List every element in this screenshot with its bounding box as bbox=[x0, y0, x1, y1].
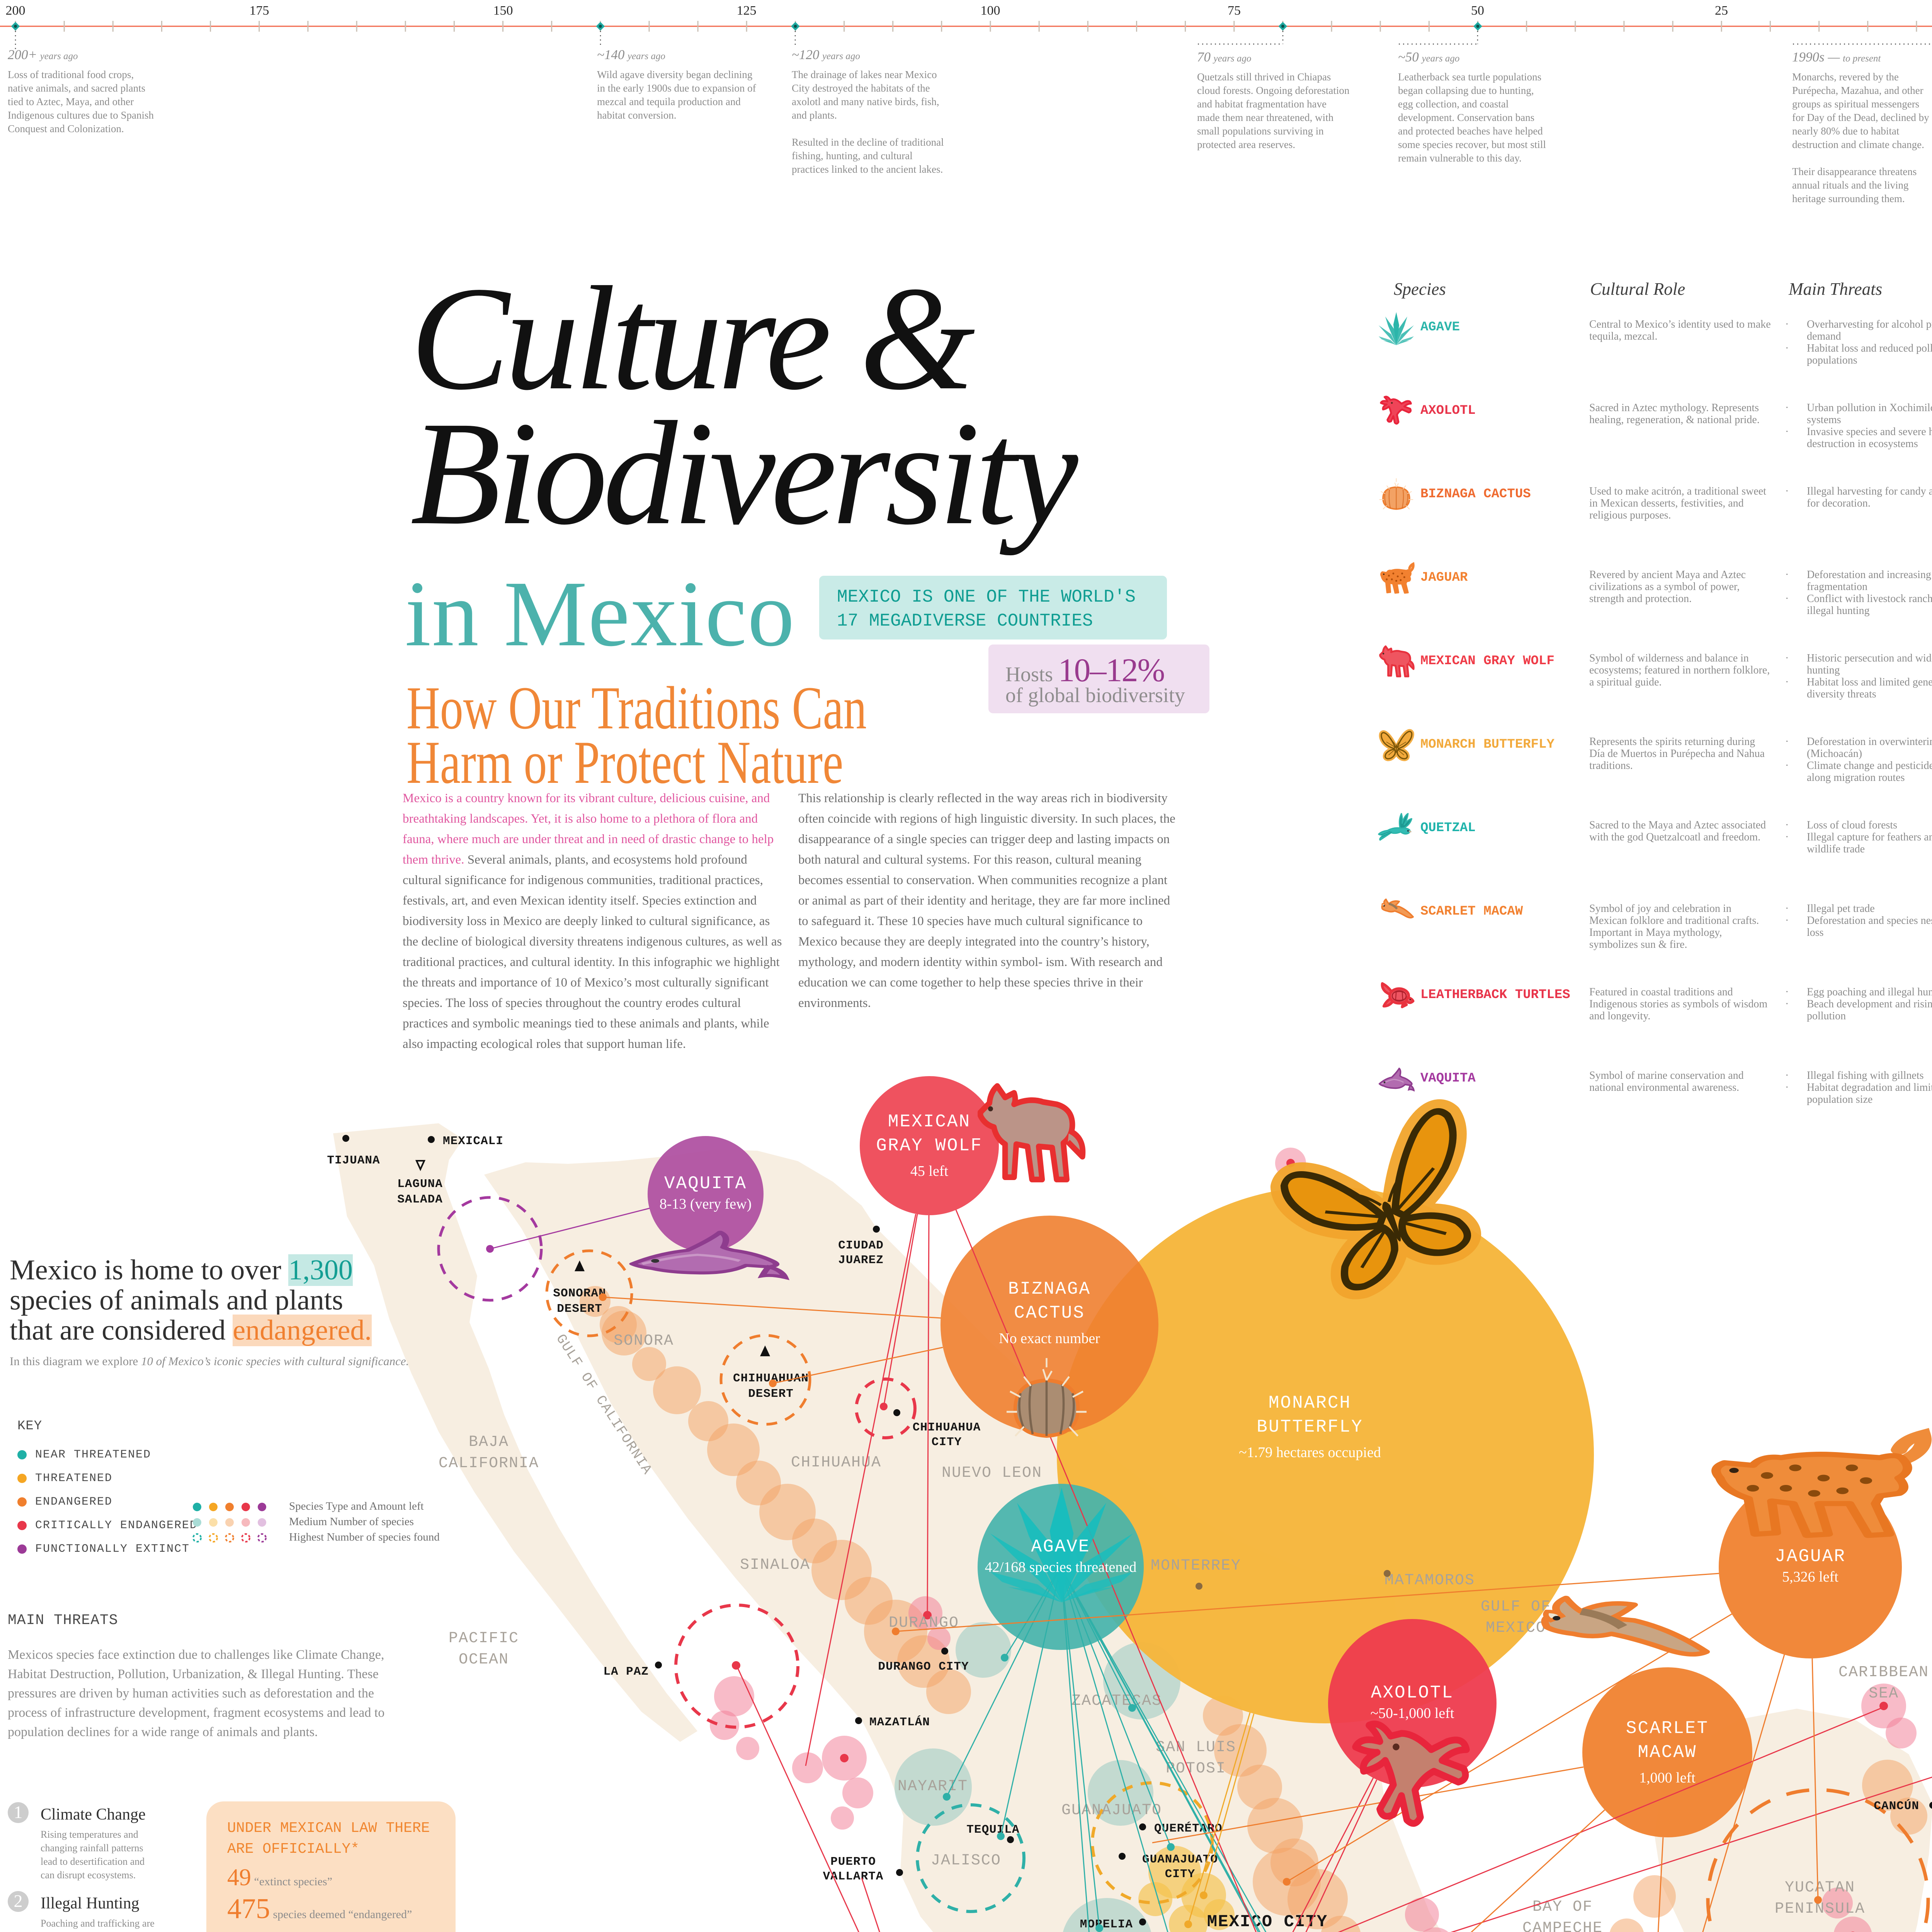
svg-text:OCEAN: OCEAN bbox=[459, 1651, 509, 1668]
svg-text:25: 25 bbox=[1715, 3, 1728, 18]
svg-text:No exact number: No exact number bbox=[999, 1330, 1100, 1347]
svg-text:5,326 left: 5,326 left bbox=[1782, 1569, 1838, 1585]
svg-text:DESERT: DESERT bbox=[748, 1387, 794, 1401]
svg-text:MEXICALI: MEXICALI bbox=[443, 1134, 503, 1148]
svg-text:LA PAZ: LA PAZ bbox=[603, 1665, 649, 1679]
svg-text:150: 150 bbox=[493, 3, 513, 18]
svg-text:CALIFORNIA: CALIFORNIA bbox=[439, 1455, 539, 1472]
svg-text:CAMPECHE: CAMPECHE bbox=[1522, 1920, 1603, 1932]
svg-text:PUERTO: PUERTO bbox=[830, 1855, 876, 1869]
svg-text:NUEVO LEON: NUEVO LEON bbox=[942, 1464, 1042, 1482]
svg-text:SEA: SEA bbox=[1869, 1685, 1899, 1702]
svg-text:100: 100 bbox=[981, 3, 1000, 18]
svg-text:JALISCO: JALISCO bbox=[931, 1852, 1001, 1869]
svg-text:125: 125 bbox=[737, 3, 757, 18]
svg-text:YUCATAN: YUCATAN bbox=[1785, 1879, 1855, 1896]
svg-text:JUAREZ: JUAREZ bbox=[838, 1253, 884, 1267]
svg-text:BAY OF: BAY OF bbox=[1532, 1898, 1593, 1916]
svg-text:MEXICAN: MEXICAN bbox=[888, 1112, 971, 1132]
svg-text:GULF OF: GULF OF bbox=[1481, 1598, 1551, 1616]
svg-text:MONARCH: MONARCH bbox=[1269, 1393, 1351, 1413]
svg-text:JAGUAR: JAGUAR bbox=[1775, 1546, 1846, 1566]
svg-text:42/168 species threatened: 42/168 species threatened bbox=[985, 1559, 1137, 1575]
svg-text:SALADA: SALADA bbox=[397, 1193, 443, 1206]
svg-text:MATAMOROS: MATAMOROS bbox=[1384, 1572, 1475, 1589]
svg-text:AXOLOTL: AXOLOTL bbox=[1371, 1683, 1454, 1703]
svg-text:~1.79 hectares occupied: ~1.79 hectares occupied bbox=[1239, 1444, 1381, 1461]
svg-text:LAGUNA: LAGUNA bbox=[397, 1177, 443, 1191]
svg-text:CIUDAD: CIUDAD bbox=[838, 1239, 884, 1252]
svg-text:BIZNAGA: BIZNAGA bbox=[1008, 1279, 1091, 1299]
svg-text:TIJUANA: TIJUANA bbox=[327, 1154, 380, 1167]
svg-text:MONTERREY: MONTERREY bbox=[1151, 1557, 1241, 1575]
svg-text:MACAW: MACAW bbox=[1638, 1742, 1697, 1762]
svg-text:CITY: CITY bbox=[932, 1435, 962, 1449]
svg-text:SONORAN: SONORAN bbox=[553, 1287, 606, 1300]
svg-text:VALLARTA: VALLARTA bbox=[823, 1870, 884, 1883]
svg-text:MAZATLÁN: MAZATLÁN bbox=[869, 1715, 930, 1729]
svg-text:~50-1,000 left: ~50-1,000 left bbox=[1371, 1705, 1454, 1721]
svg-text:75: 75 bbox=[1228, 3, 1241, 18]
svg-text:1,000 left: 1,000 left bbox=[1639, 1770, 1696, 1786]
svg-text:50: 50 bbox=[1471, 3, 1484, 18]
svg-text:CACTUS: CACTUS bbox=[1014, 1303, 1085, 1323]
svg-text:BUTTERFLY: BUTTERFLY bbox=[1257, 1417, 1363, 1437]
svg-text:DURANGO CITY: DURANGO CITY bbox=[878, 1660, 969, 1673]
svg-text:CARIBBEAN: CARIBBEAN bbox=[1838, 1664, 1929, 1681]
svg-text:CITY: CITY bbox=[1165, 1867, 1195, 1881]
svg-text:POTOSI: POTOSI bbox=[1166, 1760, 1226, 1777]
svg-text:CANCÚN: CANCÚN bbox=[1874, 1799, 1919, 1813]
svg-text:QUERÉTARO: QUERÉTARO bbox=[1154, 1821, 1222, 1835]
svg-text:8-13 (very few): 8-13 (very few) bbox=[660, 1196, 752, 1212]
svg-text:200: 200 bbox=[6, 3, 26, 18]
svg-text:BAJA: BAJA bbox=[469, 1434, 509, 1451]
svg-text:SONORA: SONORA bbox=[614, 1332, 674, 1350]
svg-text:NAYARIT: NAYARIT bbox=[898, 1778, 968, 1795]
svg-text:SAN LUIS: SAN LUIS bbox=[1156, 1739, 1236, 1756]
svg-text:TEQUILA: TEQUILA bbox=[966, 1823, 1019, 1837]
svg-text:45 left: 45 left bbox=[910, 1163, 949, 1179]
svg-text:SINALOA: SINALOA bbox=[740, 1556, 810, 1574]
svg-text:175: 175 bbox=[250, 3, 269, 18]
svg-text:SCARLET: SCARLET bbox=[1626, 1718, 1709, 1738]
svg-text:GUANAJUATO: GUANAJUATO bbox=[1142, 1853, 1218, 1866]
svg-text:VAQUITA: VAQUITA bbox=[664, 1173, 747, 1194]
svg-text:PACIFIC: PACIFIC bbox=[449, 1630, 519, 1647]
svg-text:MEXICO CITY: MEXICO CITY bbox=[1207, 1912, 1328, 1932]
svg-text:GUANAJUATO: GUANAJUATO bbox=[1061, 1802, 1162, 1819]
svg-text:CHIHUAHUA: CHIHUAHUA bbox=[913, 1421, 981, 1434]
svg-text:MEXICO: MEXICO bbox=[1486, 1619, 1546, 1637]
svg-text:DESERT: DESERT bbox=[557, 1302, 602, 1316]
svg-text:ZACATECAS: ZACATECAS bbox=[1071, 1692, 1162, 1710]
svg-text:AGAVE: AGAVE bbox=[1031, 1537, 1090, 1557]
svg-text:GRAY WOLF: GRAY WOLF bbox=[876, 1136, 982, 1156]
